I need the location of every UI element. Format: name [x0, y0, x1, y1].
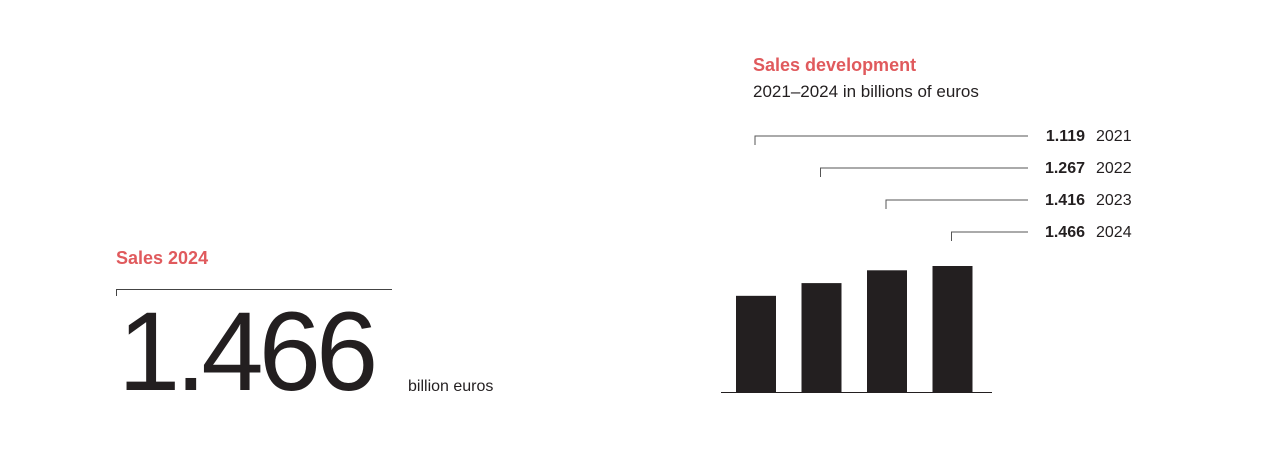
leader-line-2023 — [885, 199, 1028, 209]
kpi-divider — [116, 289, 392, 296]
kpi-unit: billion euros — [408, 378, 494, 395]
year-label-2021: 2021 — [1096, 128, 1132, 145]
bar-2024 — [932, 266, 973, 392]
kpi-value: 1.466 — [118, 289, 378, 414]
chart-subtitle: 2021–2024 in billions of euros — [753, 82, 979, 101]
data-label-2024: 1.466 — [1045, 224, 1085, 241]
leader-line-2021 — [754, 135, 1028, 145]
year-label-2022: 2022 — [1096, 160, 1132, 177]
year-label-2023: 2023 — [1096, 192, 1132, 209]
data-label-2023: 1.416 — [1045, 192, 1085, 209]
bar-2021 — [736, 295, 776, 392]
kpi-title: Sales 2024 — [116, 248, 209, 268]
leader-line-2024 — [951, 231, 1028, 241]
bar-2023 — [867, 270, 907, 392]
leader-line-2022 — [820, 167, 1028, 177]
data-label-2022: 1.267 — [1045, 160, 1085, 177]
chart-title: Sales development — [753, 55, 917, 75]
year-label-2024: 2024 — [1096, 224, 1132, 241]
bar-2022 — [801, 283, 842, 392]
data-label-2021: 1.119 — [1046, 128, 1085, 145]
